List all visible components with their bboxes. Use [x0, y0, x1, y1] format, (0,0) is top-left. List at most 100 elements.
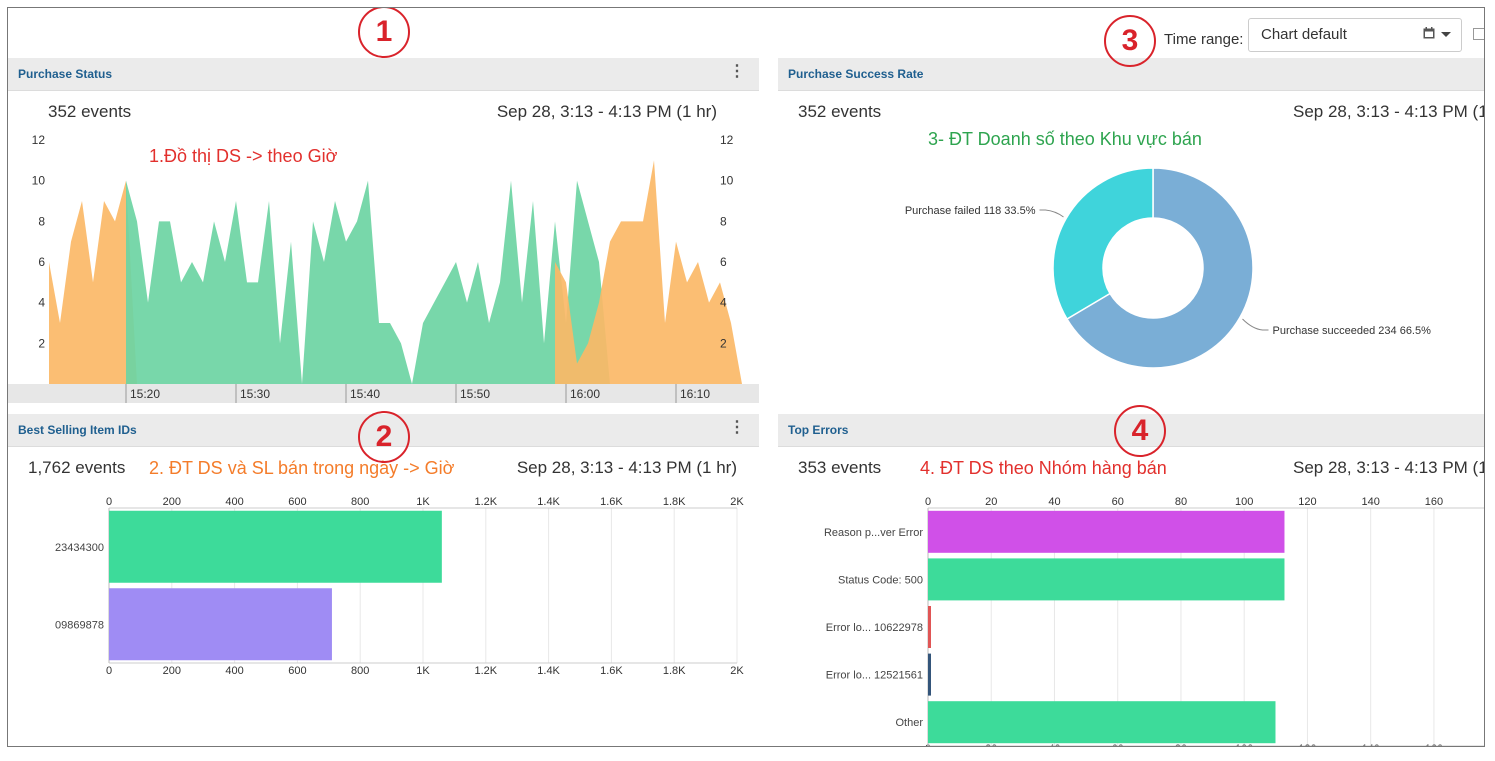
time-range-text: Sep 28, 3:13 - 4:13 PM (1 hr)	[516, 458, 737, 477]
slice-label-failed: Purchase failed 118 33.5%	[905, 205, 1036, 217]
y-tick-label-right: 10	[720, 174, 734, 188]
x-tick-label-bottom: 1K	[416, 665, 430, 677]
x-tick-label-top: 600	[288, 496, 306, 508]
area-series-2	[126, 180, 610, 384]
x-tick-label: 16:10	[680, 387, 710, 401]
x-tick-label-top: 60	[1112, 496, 1124, 508]
y-tick-label-right: 4	[720, 296, 727, 310]
x-tick-label: 15:20	[130, 387, 160, 401]
category-label: 09869878	[55, 619, 104, 631]
x-tick-label-top: 1.8K	[663, 496, 686, 508]
x-tick-label-bottom: 2K	[730, 665, 744, 677]
bar	[928, 653, 931, 696]
event-count: 1,762 events	[28, 458, 126, 477]
x-tick-label-top: 1.4K	[537, 496, 560, 508]
time-range-text: Sep 28, 3:13 - 4:13 PM (1 hr)	[496, 102, 717, 121]
area-series-1	[49, 180, 137, 384]
purchase-status-panel: Purchase Status ⋮ 352 events Sep 28, 3:1…	[8, 58, 759, 403]
x-tick-label-bottom: 40	[1048, 743, 1060, 747]
y-tick-label-left: 8	[38, 214, 45, 228]
x-tick-label-top: 0	[925, 496, 931, 508]
x-tick-label-top: 100	[1235, 496, 1253, 508]
bar	[109, 588, 332, 661]
top-errors-panel: Top Errors 353 events Sep 28, 3:13 - 4:1…	[778, 414, 1485, 747]
bar	[928, 558, 1285, 601]
y-tick-label-right: 12	[720, 133, 734, 147]
chevron-down-icon	[1441, 32, 1451, 37]
leader-line	[1039, 209, 1064, 218]
panel-title: Best Selling Item IDs	[18, 423, 137, 437]
purchase-success-rate-panel: Purchase Success Rate 352 events Sep 28,…	[778, 58, 1485, 395]
time-range-text: Sep 28, 3:13 - 4:13 PM (1	[1293, 458, 1485, 477]
y-tick-label-left: 4	[38, 296, 45, 310]
bar	[109, 510, 442, 583]
x-tick-label: 15:50	[460, 387, 490, 401]
category-label: Error lo... 10622978	[826, 622, 923, 634]
panel-title: Top Errors	[788, 423, 849, 437]
category-label: 23434300	[55, 542, 104, 554]
x-axis-band	[8, 384, 759, 403]
x-tick-label-top: 140	[1362, 496, 1380, 508]
category-label: Other	[895, 717, 923, 729]
x-tick-label-top: 1K	[416, 496, 430, 508]
x-tick-label-bottom: 1.2K	[474, 665, 497, 677]
marker-3: 3	[1104, 15, 1156, 67]
best-selling-bar-chart: 0 0 200 200 400 400 600 600 800 800 1K 1K 1.2K 1.2K 1.…	[55, 496, 744, 677]
option-checkbox[interactable]	[1473, 28, 1484, 40]
event-count: 352 events	[798, 102, 882, 121]
category-label: Reason p...ver Error	[824, 527, 923, 539]
x-tick-label-top: 40	[1048, 496, 1060, 508]
x-tick-label-bottom: 0	[106, 665, 112, 677]
x-tick-label-bottom: 1.8K	[663, 665, 686, 677]
x-tick-label-bottom: 1.4K	[537, 665, 560, 677]
marker-2: 2	[358, 411, 410, 463]
y-tick-label-right: 6	[720, 255, 727, 269]
x-tick-label: 16:00	[570, 387, 600, 401]
x-tick-label-bottom: 160	[1425, 743, 1443, 747]
x-tick-label-bottom: 20	[985, 743, 997, 747]
panel-header: Purchase Status ⋮	[8, 58, 759, 91]
x-tick-label-bottom: 200	[163, 665, 181, 677]
x-tick-label-bottom: 1.6K	[600, 665, 623, 677]
x-tick-label-bottom: 400	[225, 665, 243, 677]
annotation-2: 2. ĐT DS và SL bán trong ngày -> Giờ	[149, 458, 455, 478]
panel-menu-icon[interactable]: ⋮	[729, 63, 745, 80]
x-tick-label-top: 160	[1425, 496, 1443, 508]
donut-slice-1	[1065, 167, 1254, 369]
donut-chart: Purchase succeeded 234 66.5% Purchase fai…	[905, 167, 1432, 369]
calendar-icon	[1423, 27, 1435, 39]
x-tick-label: 15:30	[240, 387, 270, 401]
panel-menu-icon[interactable]: ⋮	[729, 419, 745, 436]
time-range-select[interactable]: Chart default	[1248, 18, 1462, 52]
category-label: Status Code: 500	[838, 574, 923, 586]
slice-label-succeeded: Purchase succeeded 234 66.5%	[1273, 325, 1432, 337]
y-tick-label-left: 6	[38, 255, 45, 269]
x-tick-label-top: 1.6K	[600, 496, 623, 508]
x-tick-label-bottom: 800	[351, 665, 369, 677]
x-tick-label-bottom: 100	[1235, 743, 1253, 747]
area-chart: 2 2 4 4 6 6 8 8 10 10 12 12 15:20 15:30 15:40 15:50 16:0…	[8, 133, 759, 403]
time-range-text: Sep 28, 3:13 - 4:13 PM (1	[1293, 102, 1485, 121]
y-tick-label-left: 2	[38, 336, 45, 350]
x-tick-label-bottom: 80	[1175, 743, 1187, 747]
annotation-1: 1.Đồ thị DS -> theo Giờ	[149, 146, 338, 166]
leader-line	[1242, 318, 1269, 331]
x-tick-label-bottom: 140	[1362, 743, 1380, 747]
x-tick-label-top: 120	[1298, 496, 1316, 508]
marker-4: 4	[1114, 405, 1166, 457]
dashboard-frame: Purchase Status ⋮ 352 events Sep 28, 3:1…	[7, 7, 1485, 747]
panel-title: Purchase Success Rate	[788, 67, 924, 81]
donut-slice-2	[1052, 167, 1154, 321]
y-tick-label-right: 2	[720, 336, 727, 350]
bar	[928, 606, 931, 648]
bar	[928, 510, 1285, 553]
bar	[928, 701, 1276, 744]
event-count: 352 events	[48, 102, 132, 121]
area-series-3	[555, 160, 742, 384]
x-tick-label-top: 2K	[730, 496, 744, 508]
category-label: Error lo... 12521561	[826, 670, 923, 682]
x-tick-label-top: 200	[163, 496, 181, 508]
x-tick-label-top: 0	[106, 496, 112, 508]
event-count: 353 events	[798, 458, 882, 477]
x-tick-label-top: 800	[351, 496, 369, 508]
